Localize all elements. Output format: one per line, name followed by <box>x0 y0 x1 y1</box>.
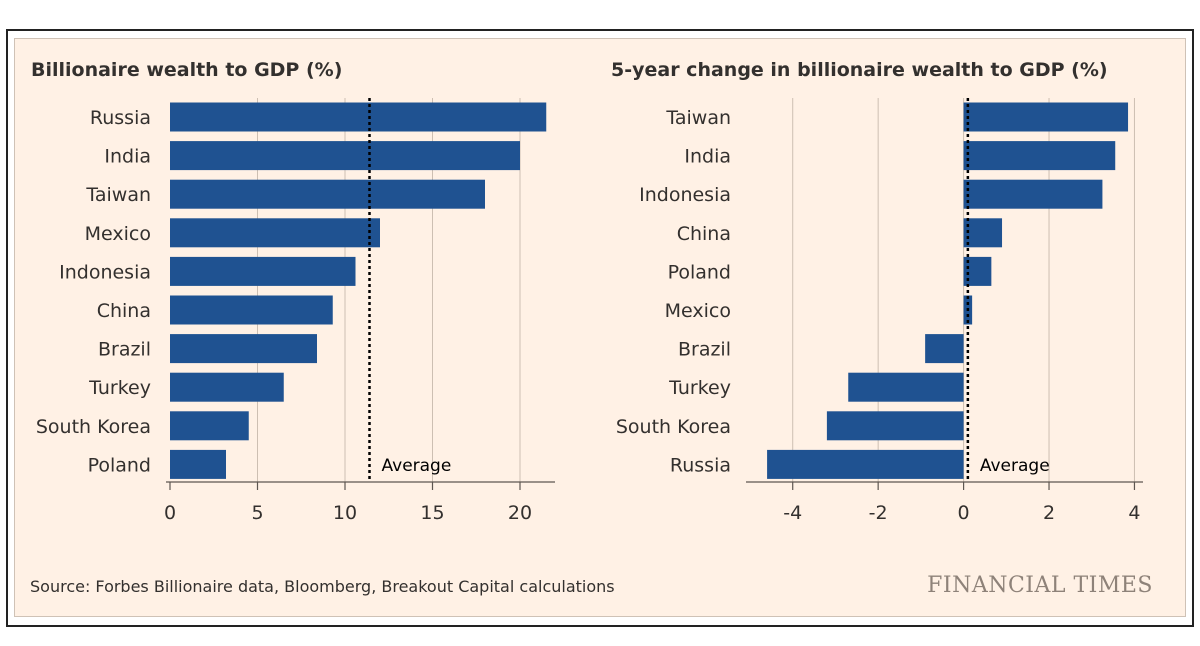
x-tick-label-2--4: -4 <box>783 502 802 524</box>
bar-2-turkey <box>848 372 964 402</box>
x-tick-label-1-15: 15 <box>420 502 444 524</box>
category-label-1-russia: Russia <box>90 107 151 129</box>
category-label-2-indonesia: Indonesia <box>639 184 731 206</box>
category-label-1-poland: Poland <box>88 454 151 476</box>
bar-1-indonesia <box>170 256 356 286</box>
category-label-1-mexico: Mexico <box>85 223 151 245</box>
bar-2-south-korea <box>826 411 964 441</box>
bar-1-brazil <box>170 334 317 364</box>
category-label-2-brazil: Brazil <box>678 339 731 361</box>
chart-panel <box>14 38 1186 617</box>
bar-1-turkey <box>170 372 284 402</box>
bar-1-india <box>170 141 520 171</box>
bar-1-south-korea <box>170 411 249 441</box>
category-label-2-poland: Poland <box>668 261 731 283</box>
category-label-1-south-korea: South Korea <box>36 416 151 438</box>
bar-2-taiwan <box>963 102 1129 132</box>
bar-2-indonesia <box>963 179 1103 209</box>
category-label-2-russia: Russia <box>670 454 731 476</box>
x-tick-label-2-0: 0 <box>958 502 970 524</box>
chart-title-1: Billionaire wealth to GDP (%) <box>31 59 342 81</box>
category-label-2-taiwan: Taiwan <box>665 107 731 129</box>
x-tick-label-1-0: 0 <box>164 502 176 524</box>
average-label-2: Average <box>980 456 1050 476</box>
bar-2-india <box>963 141 1116 171</box>
x-tick-label-1-5: 5 <box>251 502 263 524</box>
category-label-2-turkey: Turkey <box>668 377 731 399</box>
bar-2-china <box>963 218 1003 248</box>
category-label-2-china: China <box>677 223 731 245</box>
financial-times-logo: FINANCIAL TIMES <box>927 573 1153 598</box>
chart-title-2: 5-year change in billionaire wealth to G… <box>611 59 1108 81</box>
bar-1-mexico <box>170 218 380 248</box>
bar-1-china <box>170 295 333 325</box>
category-label-1-brazil: Brazil <box>98 339 151 361</box>
category-label-1-turkey: Turkey <box>88 377 151 399</box>
category-label-2-india: India <box>684 146 731 168</box>
category-label-1-china: China <box>97 300 151 322</box>
bar-1-russia <box>170 102 547 132</box>
category-label-1-taiwan: Taiwan <box>85 184 151 206</box>
average-label-1: Average <box>382 456 452 476</box>
category-label-1-india: India <box>104 146 151 168</box>
bar-2-brazil <box>925 334 964 364</box>
x-tick-label-1-20: 20 <box>508 502 532 524</box>
category-label-2-south-korea: South Korea <box>616 416 731 438</box>
x-tick-label-2-2: 2 <box>1043 502 1055 524</box>
bar-1-poland <box>170 449 226 479</box>
bar-1-taiwan <box>170 179 485 209</box>
source-note: Source: Forbes Billionaire data, Bloombe… <box>30 577 615 596</box>
outer-frame <box>6 29 1194 627</box>
category-label-2-mexico: Mexico <box>665 300 731 322</box>
x-tick-label-2-4: 4 <box>1128 502 1140 524</box>
x-tick-label-1-10: 10 <box>333 502 357 524</box>
bar-2-russia <box>767 449 964 479</box>
x-tick-label-2--2: -2 <box>869 502 888 524</box>
category-label-1-indonesia: Indonesia <box>59 261 151 283</box>
